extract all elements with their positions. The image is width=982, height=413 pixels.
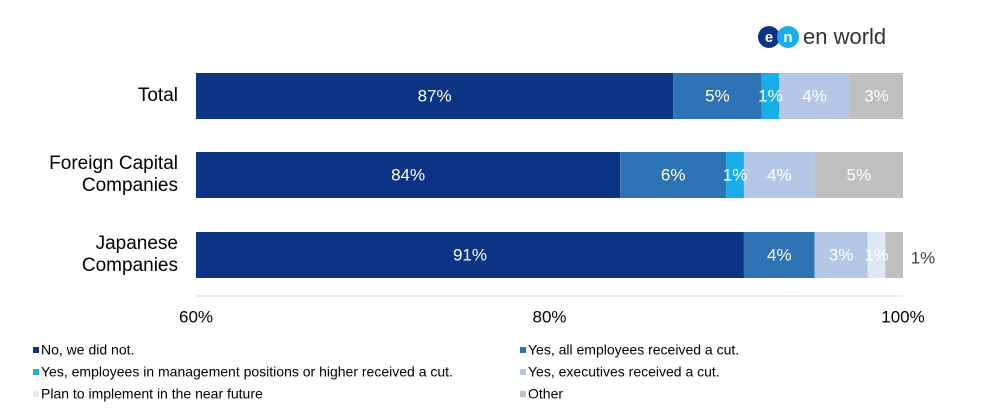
bar-segment: [743, 152, 815, 198]
data-label: 1%: [723, 165, 748, 184]
data-label: 87%: [418, 86, 452, 105]
legend-label: Yes, employees in management positions o…: [41, 364, 453, 380]
legend-swatch: [520, 347, 526, 353]
data-label: 3%: [829, 245, 854, 264]
data-label: 5%: [705, 86, 730, 105]
logo-circle: [777, 26, 799, 48]
data-label: 91%: [453, 245, 487, 264]
bar-segment: [814, 152, 903, 198]
data-label: 3%: [864, 86, 889, 105]
logo-text: en world: [803, 24, 886, 49]
bar-segment: [814, 232, 868, 278]
data-label: 1%: [758, 86, 783, 105]
legend-label: Yes, all employees received a cut.: [528, 342, 739, 358]
bar-segment: [196, 232, 744, 278]
data-label: 6%: [661, 165, 686, 184]
bar-segment: [885, 232, 903, 278]
legend-label: Yes, executives received a cut.: [528, 364, 720, 380]
category-label: Foreign Capital Companies: [49, 153, 178, 196]
legend-label: No, we did not.: [41, 342, 134, 358]
legend-swatch: [33, 391, 39, 397]
data-label: 84%: [391, 165, 425, 184]
legend-swatch: [520, 391, 526, 397]
bar-segment: [620, 152, 727, 198]
bar-segment: [196, 152, 621, 198]
data-label: 4%: [802, 86, 827, 105]
bar-segment: [867, 232, 886, 278]
logo-mark: e: [765, 29, 773, 46]
legend-swatch: [520, 369, 526, 375]
bar-segment: [726, 152, 744, 198]
data-label: 4%: [767, 165, 792, 184]
legend-swatch: [33, 369, 39, 375]
x-tick-label: 60%: [179, 307, 213, 326]
data-label: 1%: [911, 248, 936, 267]
x-tick-label: 100%: [881, 307, 924, 326]
category-label: Total: [137, 85, 178, 106]
data-label: 4%: [767, 245, 792, 264]
legend-label: Plan to implement in the near future: [41, 386, 263, 402]
legend-label: Other: [528, 386, 563, 402]
bar-segment: [673, 73, 762, 119]
bar-segment: [743, 232, 815, 278]
logo-mark: n: [783, 29, 792, 46]
logo-circle: [758, 26, 780, 48]
data-label: 5%: [847, 165, 872, 184]
bar-segment: [761, 73, 780, 119]
category-label: Japanese Companies: [81, 233, 178, 276]
bar-segment: [849, 73, 903, 119]
data-label: 1%: [864, 245, 889, 264]
bar-segment: [196, 73, 674, 119]
x-tick-label: 80%: [532, 307, 566, 326]
legend-swatch: [33, 347, 39, 353]
bar-segment: [779, 73, 850, 119]
